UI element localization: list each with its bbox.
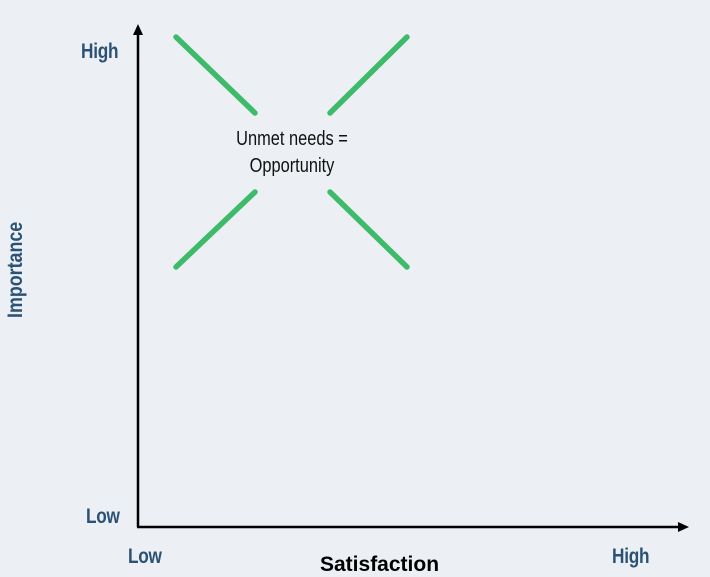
x-axis-low-label: Low xyxy=(128,545,162,568)
y-axis-title: Importance xyxy=(4,221,27,318)
x-axis-arrow-icon xyxy=(678,522,689,532)
x-axis-high-label: High xyxy=(612,545,650,568)
x-axis-title: Satisfaction xyxy=(320,553,440,576)
center-label: Unmet needs = Opportunity xyxy=(217,126,368,180)
y-axis-low-label: Low xyxy=(86,505,120,528)
y-axis-high-label: High xyxy=(81,40,119,63)
opportunity-x-marker xyxy=(173,34,410,270)
center-label-line1: Unmet needs = xyxy=(236,128,348,150)
center-label-line2: Opportunity xyxy=(249,155,335,177)
y-axis-arrow-icon xyxy=(133,24,143,35)
